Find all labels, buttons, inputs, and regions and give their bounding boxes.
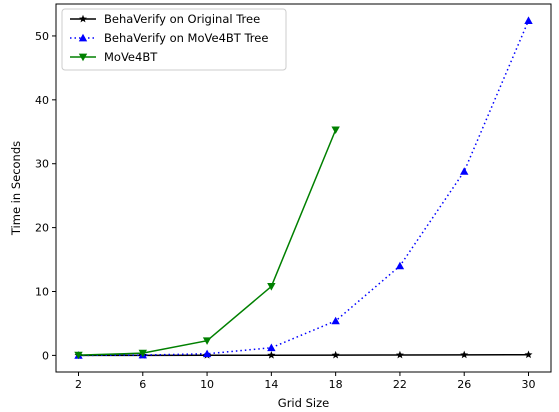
- x-tick-label: 2: [75, 378, 82, 391]
- x-tick-label: 6: [139, 378, 146, 391]
- series-line: [78, 354, 529, 357]
- data-point: [460, 167, 469, 175]
- data-point: [395, 261, 405, 270]
- data-point: [395, 350, 404, 359]
- legend-marker: [79, 14, 87, 23]
- legend-marker: [78, 53, 88, 62]
- data-point: [331, 316, 340, 325]
- series-2: [74, 16, 533, 359]
- x-tick-label: 18: [329, 378, 343, 391]
- data-point: [202, 349, 212, 358]
- y-tick-label: 30: [35, 158, 49, 171]
- x-tick-label: 14: [264, 378, 278, 391]
- legend-box: [61, 8, 287, 71]
- x-tick-label: 10: [200, 378, 214, 391]
- data-point: [267, 343, 276, 352]
- x-tick-label: 22: [393, 378, 407, 391]
- x-tick-label: 26: [457, 378, 471, 391]
- y-tick-label: 20: [35, 222, 49, 235]
- data-point: [524, 350, 533, 359]
- legend: BehaVerify on Original Tree BehaVerify on…: [61, 8, 287, 71]
- x-axis-label: Grid Size: [278, 396, 329, 410]
- y-tick-label: 40: [35, 94, 49, 107]
- data-point: [267, 351, 276, 359]
- legend-label: BehaVerify on MoVe4BT Tree: [104, 31, 268, 45]
- x-tick-label: 30: [522, 378, 536, 391]
- legend-marker: [78, 33, 88, 42]
- legend-label: MoVe4BT: [104, 50, 158, 64]
- data-point: [74, 351, 83, 360]
- data-point: [331, 350, 340, 359]
- y-tick-label: 10: [35, 286, 49, 299]
- data-point: [267, 283, 276, 291]
- legend-label: BehaVerify on Original Tree: [104, 12, 260, 26]
- data-point: [460, 350, 469, 359]
- data-point: [524, 16, 533, 24]
- y-tick-label: 0: [42, 349, 49, 362]
- series-3: [74, 126, 340, 360]
- series-layer: [74, 16, 533, 360]
- data-point: [138, 349, 147, 358]
- data-point: [202, 337, 212, 345]
- data-point: [331, 126, 340, 135]
- y-tick-label: 50: [35, 30, 49, 43]
- y-axis-label: Time in Seconds: [9, 141, 23, 236]
